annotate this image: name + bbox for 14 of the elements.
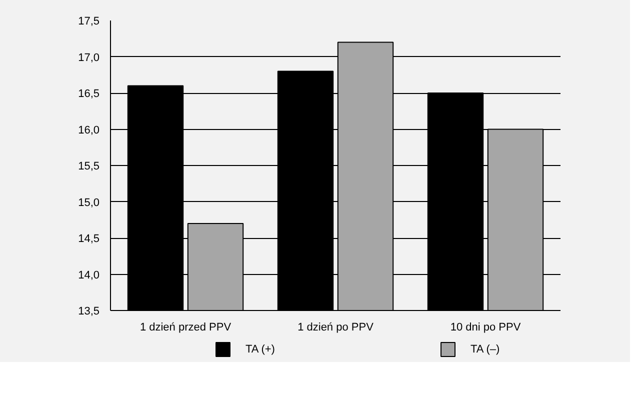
- x-tick-label: 10 dni po PPV: [450, 322, 522, 334]
- y-tick-label: 14,0: [78, 269, 100, 282]
- y-tick-label: 15,5: [78, 160, 100, 172]
- legend-label: TA (–): [470, 344, 500, 356]
- x-tick-label: 1 dzień przed PPV: [140, 322, 232, 334]
- y-tick-label: 15,0: [78, 196, 100, 209]
- y-tick-label: 14,5: [78, 233, 100, 245]
- y-tick-label: 17,0: [78, 52, 100, 64]
- x-tick-label: 1 dzień po PPV: [298, 322, 374, 334]
- y-tick-label: 16,5: [78, 88, 100, 100]
- y-tick-label: 13,5: [78, 306, 100, 318]
- y-tick-label: 17,5: [78, 16, 100, 28]
- legend-label: TA (+): [246, 344, 275, 356]
- y-tick-label: 16,0: [78, 124, 100, 136]
